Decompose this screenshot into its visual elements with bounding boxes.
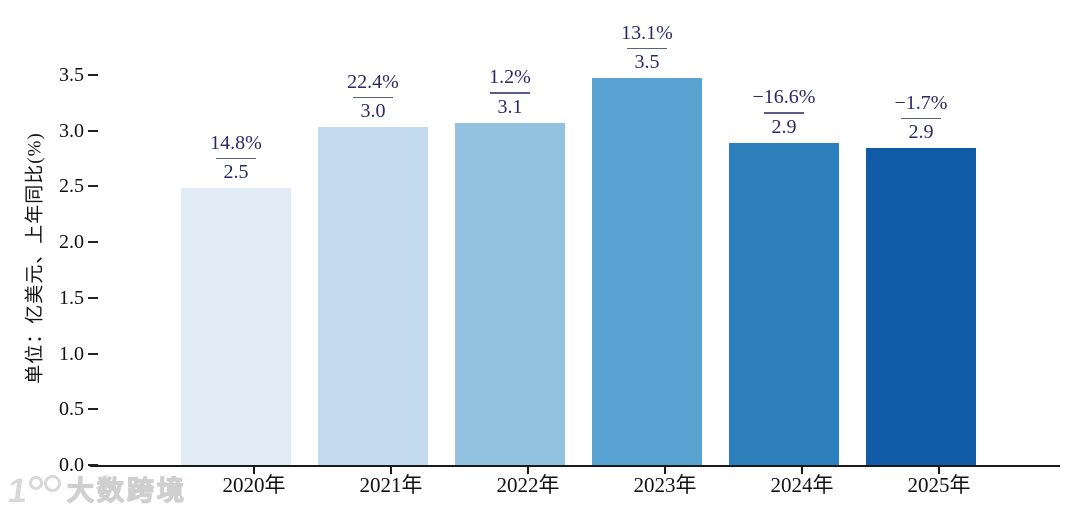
x-tick-mark bbox=[801, 467, 803, 474]
x-axis-line bbox=[90, 465, 1060, 467]
fraction-line bbox=[353, 96, 393, 99]
growth-label: −16.6% bbox=[752, 86, 816, 109]
x-tick-mark bbox=[664, 467, 666, 474]
y-tick-label: 0.0 bbox=[59, 454, 84, 476]
y-tick-mark bbox=[88, 73, 98, 76]
y-tick-label: 2.0 bbox=[59, 231, 84, 253]
watermark-text: 大数跨境 bbox=[66, 475, 187, 506]
bar-label-group: 1.2% 3.1 bbox=[445, 66, 575, 118]
y-tick-mark bbox=[88, 464, 98, 466]
y-tick-label: 3.5 bbox=[59, 63, 84, 86]
x-tick-mark bbox=[253, 467, 255, 474]
x-tick-label: 2021年 bbox=[359, 473, 423, 497]
x-tick-label: 2023年 bbox=[633, 473, 697, 497]
bar-2020年 bbox=[181, 188, 291, 465]
fraction-line bbox=[627, 47, 667, 50]
bar-2021年 bbox=[318, 127, 428, 465]
y-tick-label: 1.0 bbox=[59, 342, 84, 365]
bar-2022年 bbox=[455, 122, 565, 465]
fraction-line bbox=[764, 112, 804, 114]
y-tick-label: 0.5 bbox=[59, 398, 84, 421]
bar-label-group: −16.6% 2.9 bbox=[719, 86, 849, 138]
x-tick-mark bbox=[527, 467, 529, 474]
bar-2023年 bbox=[592, 78, 702, 465]
bar-2024年 bbox=[729, 142, 839, 465]
value-label: 2.5 bbox=[223, 161, 249, 184]
growth-label: 14.8% bbox=[210, 131, 262, 154]
value-label: 2.9 bbox=[771, 115, 797, 138]
growth-label: 22.4% bbox=[347, 70, 399, 93]
bar-label-group: −1.7% 2.9 bbox=[856, 92, 986, 144]
value-label: 3.1 bbox=[497, 95, 523, 118]
fraction-line bbox=[490, 92, 530, 94]
fraction-line bbox=[901, 117, 941, 120]
bar-label-group: 14.8% 2.5 bbox=[171, 132, 301, 184]
y-tick-mark bbox=[88, 408, 98, 411]
y-tick-mark bbox=[88, 352, 98, 355]
y-tick-mark bbox=[88, 296, 98, 299]
growth-label: 1.2% bbox=[489, 66, 531, 89]
bar-2025年 bbox=[866, 148, 976, 465]
x-tick-label: 2022年 bbox=[496, 473, 560, 497]
growth-label: 13.1% bbox=[621, 21, 673, 44]
y-tick-mark bbox=[88, 129, 98, 132]
y-tick-label: 3.0 bbox=[59, 119, 84, 142]
x-tick-mark bbox=[938, 467, 940, 474]
x-tick-mark bbox=[390, 467, 392, 474]
x-tick-label: 2020年 bbox=[222, 473, 286, 497]
watermark-logo-icon: 1 bbox=[5, 472, 61, 510]
bar-label-group: 13.1% 3.5 bbox=[582, 22, 712, 74]
watermark: 1 大数跨境 bbox=[5, 472, 187, 510]
y-tick-label: 1.5 bbox=[59, 286, 84, 309]
growth-label: −1.7% bbox=[894, 91, 948, 114]
x-tick-label: 2025年 bbox=[907, 473, 971, 497]
y-tick-mark bbox=[88, 185, 98, 188]
value-label: 3.5 bbox=[634, 51, 660, 74]
y-tick-label: 2.5 bbox=[59, 175, 84, 198]
value-label: 3.0 bbox=[360, 100, 386, 123]
bar-label-group: 22.4% 3.0 bbox=[308, 71, 438, 123]
fraction-line bbox=[216, 157, 256, 160]
value-label: 2.9 bbox=[908, 121, 934, 144]
x-tick-label: 2024年 bbox=[770, 473, 834, 497]
y-tick-mark bbox=[88, 241, 98, 243]
